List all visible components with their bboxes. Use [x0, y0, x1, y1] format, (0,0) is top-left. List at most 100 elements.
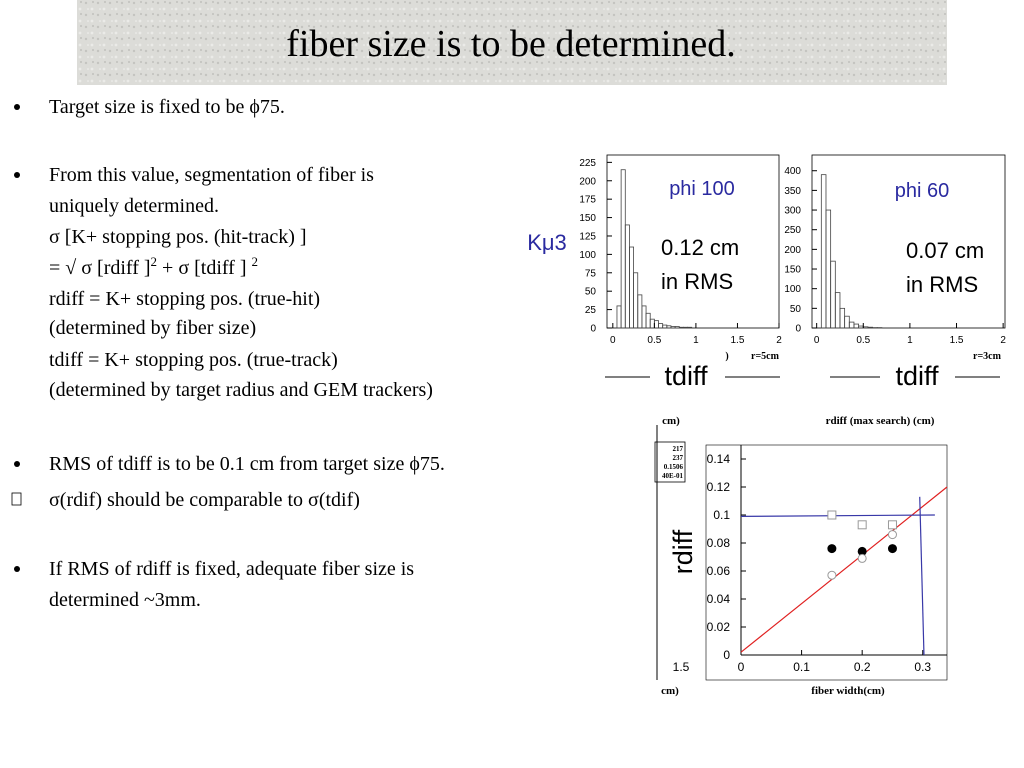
annotation: Kμ3	[527, 230, 567, 255]
slide-title: fiber size is to be determined.	[286, 23, 736, 65]
bullet-text: tdiff = K+ stopping pos. (true-track)	[49, 349, 338, 371]
y-axis-label: rdiff	[668, 529, 698, 574]
bullet	[14, 461, 20, 467]
point	[857, 520, 867, 530]
x-tick-label: 0.3	[914, 660, 931, 674]
superscript: 2	[151, 254, 158, 269]
superscript: 2	[252, 254, 259, 269]
point	[827, 544, 837, 554]
y-tick-label: 250	[784, 225, 801, 236]
y-tick-label: 175	[579, 195, 596, 206]
rms-note: 0.12 cm	[661, 235, 739, 260]
annotation: cm)	[662, 415, 680, 427]
y-tick-label: 350	[784, 186, 801, 197]
y-tick-label: 150	[784, 265, 801, 276]
point	[827, 570, 837, 580]
corner-note: r=5cm	[751, 351, 780, 362]
rms-note: 0.07 cm	[906, 238, 984, 263]
histogram-bar	[662, 324, 668, 329]
bullet-text: From this value, segmentation of fiber i…	[49, 164, 374, 186]
y-tick-label: 0.02	[707, 620, 731, 634]
x-tick-label: 0.1	[793, 660, 810, 674]
text-part: = √ σ [rdiff ]	[49, 257, 151, 279]
point	[827, 510, 837, 520]
rms-note: in RMS	[906, 272, 978, 297]
bullet	[11, 492, 22, 506]
y-tick-label: 0	[590, 324, 596, 335]
histogram-bar	[683, 326, 688, 329]
bullet	[14, 566, 20, 572]
y-tick-label: 200	[579, 176, 596, 187]
y-tick-label: 0	[723, 648, 730, 662]
x-tick-label: 0	[610, 335, 616, 346]
histogram-bar	[670, 326, 676, 329]
bullet-text: determined ~3mm.	[49, 589, 201, 611]
histogram-bar	[641, 305, 647, 329]
y-tick-label: 0.12	[707, 480, 731, 494]
point	[887, 530, 897, 540]
y-tick-label: 150	[579, 213, 596, 224]
y-tick-label: 0.04	[707, 592, 731, 606]
corner-note: r=3cm	[973, 351, 1002, 362]
y-tick-label: 0.08	[707, 536, 731, 550]
y-tick-label: 25	[585, 305, 597, 316]
x-tick-label: 1	[693, 335, 699, 346]
bullet-text: = √ σ [rdiff ]2 + σ [tdiff ] 2	[49, 254, 258, 279]
x-tick-label: 0	[738, 660, 745, 674]
plot-frame	[606, 154, 780, 329]
annotation: )	[725, 351, 728, 362]
fit-line	[740, 514, 935, 517]
x-tick-label: 0	[814, 335, 820, 346]
histogram-bar	[844, 315, 850, 329]
x-axis-label: tdiff	[664, 361, 708, 391]
bullet	[14, 104, 20, 110]
y-tick-label: 200	[784, 245, 801, 256]
plot-frame	[811, 154, 1006, 329]
bullet-text: (determined by fiber size)	[49, 317, 256, 339]
histogram-bar	[620, 169, 626, 329]
annotation: cm)	[661, 685, 679, 697]
point	[887, 520, 897, 530]
plot-label: phi 100	[669, 178, 735, 200]
histogram-bar	[674, 326, 680, 329]
plot-frame	[705, 444, 948, 681]
bullet-text: σ [K+ stopping pos. (hit-track) ]	[49, 226, 307, 248]
histogram-bar	[867, 326, 874, 329]
bullet-text: (determined by target radius and GEM tra…	[49, 379, 433, 401]
annotation: 237	[673, 454, 684, 462]
bullet-text: RMS of tdiff is to be 0.1 cm from target…	[49, 453, 445, 475]
histogram-bar	[687, 326, 693, 329]
y-tick-label: 0.14	[707, 452, 731, 466]
bullet-text: Target size is fixed to be ϕ75.	[49, 96, 285, 118]
x-tick-label: 2	[776, 335, 782, 346]
title-banner	[77, 0, 947, 85]
histogram-bar	[666, 325, 672, 329]
rms-note: in RMS	[661, 269, 733, 294]
histogram-bar	[633, 272, 639, 329]
x-tick-label: 0.2	[854, 660, 871, 674]
histogram-bar	[649, 318, 655, 329]
histogram-bar	[848, 321, 855, 329]
bullet-text: σ(rdif) should be comparable to σ(tdif)	[49, 489, 360, 511]
y-tick-label: 300	[784, 206, 801, 217]
bullet-text: uniquely determined.	[49, 195, 219, 217]
bullet	[14, 172, 20, 178]
point	[857, 553, 867, 563]
histogram-bar	[624, 224, 630, 329]
fit-line	[740, 486, 948, 653]
y-tick-label: 0	[795, 324, 801, 335]
annotation: 40E-01	[662, 472, 684, 480]
x-axis-label: fiber width(cm)	[811, 685, 885, 697]
histogram-bar	[678, 326, 684, 329]
stat-box	[654, 441, 686, 483]
histogram-bar	[825, 209, 832, 329]
y-tick-label: 75	[585, 268, 597, 279]
y-tick-label: 0.1	[713, 508, 730, 522]
x-tick-label: 0.5	[856, 335, 870, 346]
x-tick-label: 2	[1000, 335, 1006, 346]
x-tick-label: 1	[907, 335, 913, 346]
histogram-bar	[658, 323, 664, 329]
x-tick-label: 0.5	[647, 335, 661, 346]
y-tick-label: 50	[790, 304, 802, 315]
